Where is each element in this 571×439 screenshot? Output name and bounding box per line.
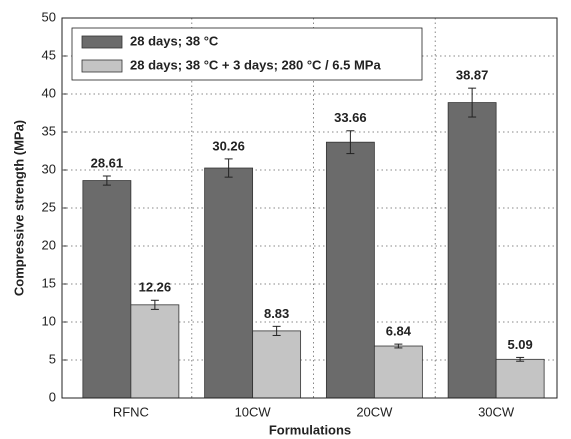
y-tick-label: 15 bbox=[42, 275, 56, 290]
legend-label: 28 days; 38 °C bbox=[130, 33, 219, 48]
y-tick-label: 45 bbox=[42, 47, 56, 62]
error-bar bbox=[516, 356, 525, 362]
error-bar bbox=[102, 175, 111, 186]
bar bbox=[373, 345, 423, 399]
error-bar bbox=[346, 130, 355, 155]
bar bbox=[82, 180, 132, 399]
y-tick-label: 5 bbox=[49, 351, 56, 366]
data-label: 8.83 bbox=[264, 306, 289, 321]
legend-swatch bbox=[81, 59, 123, 73]
error-bar bbox=[468, 87, 477, 118]
legend-label: 28 days; 38 °C + 3 days; 280 °C / 6.5 MP… bbox=[130, 57, 381, 72]
x-axis-label: Formulations bbox=[269, 422, 351, 437]
data-label: 28.61 bbox=[91, 155, 124, 170]
y-axis-label: Compressive strength (MPa) bbox=[11, 120, 26, 296]
error-bar bbox=[272, 325, 281, 336]
y-tick-label: 25 bbox=[42, 199, 56, 214]
data-label: 38.87 bbox=[456, 68, 489, 83]
x-tick-label: 10CW bbox=[235, 404, 272, 419]
y-tick-label: 50 bbox=[42, 9, 56, 24]
bar bbox=[204, 167, 254, 399]
y-tick-label: 0 bbox=[49, 389, 56, 404]
x-tick-label: 30CW bbox=[478, 404, 515, 419]
data-label: 12.26 bbox=[139, 280, 172, 295]
bar bbox=[130, 304, 180, 399]
bar bbox=[447, 102, 497, 399]
legend-box bbox=[71, 27, 423, 81]
bar bbox=[495, 358, 545, 399]
data-label: 5.09 bbox=[507, 337, 532, 352]
bar bbox=[325, 141, 375, 399]
y-tick-label: 40 bbox=[42, 85, 56, 100]
legend-swatch bbox=[81, 35, 123, 49]
data-label: 6.84 bbox=[386, 324, 412, 339]
x-tick-label: RFNC bbox=[113, 404, 149, 419]
y-tick-label: 35 bbox=[42, 123, 56, 138]
plot-frame bbox=[61, 17, 558, 399]
y-tick-label: 30 bbox=[42, 161, 56, 176]
data-label: 30.26 bbox=[212, 138, 245, 153]
y-tick-label: 20 bbox=[42, 237, 56, 252]
error-bar bbox=[150, 299, 159, 310]
x-tick-label: 20CW bbox=[356, 404, 393, 419]
error-bar bbox=[394, 343, 403, 349]
bar bbox=[252, 330, 302, 399]
error-bar bbox=[224, 158, 233, 178]
y-tick-label: 10 bbox=[42, 313, 56, 328]
data-label: 33.66 bbox=[334, 110, 367, 125]
